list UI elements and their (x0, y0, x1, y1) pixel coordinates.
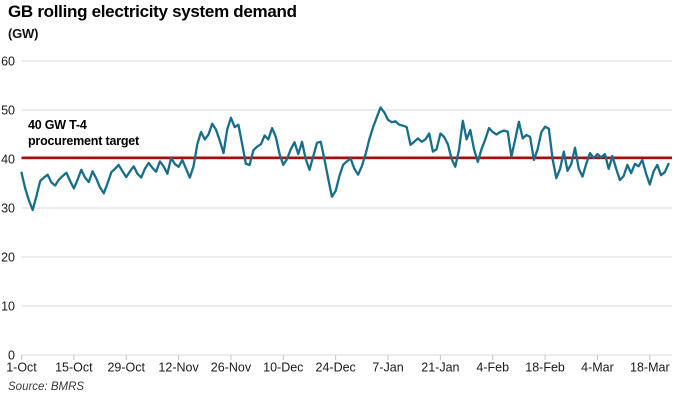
target-annotation-line1: 40 GW T-4 (28, 118, 87, 132)
x-axis-label: 21-Jan (421, 361, 459, 375)
x-axis-label: 4-Mar (581, 361, 614, 375)
x-axis-label: 12-Nov (158, 361, 199, 375)
y-axis-label: 40 (1, 153, 15, 167)
x-axis-label: 18-Mar (630, 361, 670, 375)
y-axis-label: 20 (1, 251, 15, 265)
x-axis-label: 18-Feb (525, 361, 565, 375)
chart-title: GB rolling electricity system demand (8, 2, 297, 21)
target-annotation: 40 GW T-4 procurement target (28, 117, 139, 149)
x-axis-label: 24-Dec (316, 361, 356, 375)
x-axis-label: 7-Jan (372, 361, 403, 375)
y-axis-label: 30 (1, 202, 15, 216)
x-axis-label: 29-Oct (107, 361, 145, 375)
y-axis-label: 60 (1, 55, 15, 69)
demand-series-line (20, 106, 670, 212)
target-annotation-line2: procurement target (28, 134, 140, 148)
y-axis-label: 0 (8, 349, 15, 363)
x-axis-label: 26-Nov (211, 361, 252, 375)
y-axis-label: 50 (1, 104, 15, 118)
source-note: Source: BMRS (8, 381, 85, 393)
x-axis-label: 4-Feb (476, 361, 509, 375)
y-axis-label: 10 (1, 300, 15, 314)
x-axis-label: 15-Oct (55, 361, 93, 375)
chart-unit-label: (GW) (8, 26, 39, 41)
x-axis-label: 10-Dec (263, 361, 303, 375)
x-axis-label: 1-Oct (6, 361, 37, 375)
